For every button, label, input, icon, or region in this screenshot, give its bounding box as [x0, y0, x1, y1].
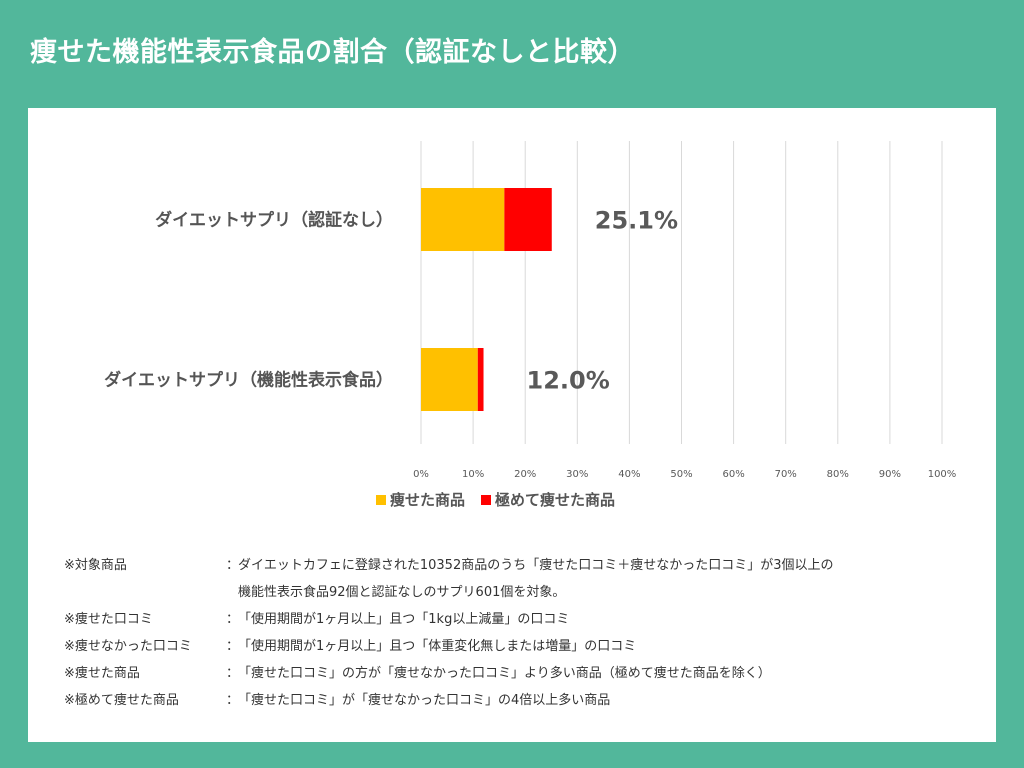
legend-swatch-very-slim	[481, 494, 492, 505]
total-value-label: 25.1%	[595, 207, 678, 235]
bar-segment-very-slim	[477, 348, 484, 411]
note-text: 「痩せた口コミ」の方が「痩せなかった口コミ」より多い商品（極めて痩せた商品を除く…	[238, 666, 771, 681]
legend-swatch-slim	[376, 494, 386, 505]
note-text: 「使用期間が1ヶ月以上」且つ「1kg以上減量」の口コミ	[238, 612, 570, 627]
x-tick-label: 30%	[566, 469, 588, 480]
x-tick-label: 40%	[618, 469, 640, 480]
x-tick-label: 80%	[827, 469, 849, 480]
note-colon: ：	[226, 666, 240, 681]
note-text: 「痩せた口コミ」が「痩せなかった口コミ」の4倍以上多い商品	[238, 693, 611, 708]
note-colon: ：	[226, 558, 240, 573]
note-key: ※対象商品	[64, 558, 127, 573]
page-title: 痩せた機能性表示食品の割合（認証なしと比較）	[30, 37, 635, 68]
category-label: ダイエットサプリ（認証なし）	[155, 210, 393, 231]
note-key: ※痩せた商品	[64, 666, 140, 681]
x-tick-label: 0%	[413, 469, 429, 480]
note-row: ※極めて痩せた商品 ： 「痩せた口コミ」が「痩せなかった口コミ」の4倍以上多い商…	[64, 685, 964, 712]
note-text: 「使用期間が1ヶ月以上」且つ「体重変化無しまたは増量」の口コミ	[238, 639, 637, 654]
note-key: ※痩せなかった口コミ	[64, 639, 192, 654]
note-row: ※痩せた口コミ ： 「使用期間が1ヶ月以上」且つ「1kg以上減量」の口コミ	[64, 604, 964, 631]
bar-segment-slim	[421, 188, 505, 251]
note-key: ※極めて痩せた商品	[64, 693, 179, 708]
x-tick-label: 50%	[670, 469, 692, 480]
x-tick-label: 20%	[514, 469, 536, 480]
bar-chart: 0% 10% 20% 30% 40% 50% 60% 70% 80% 90% 100% ダイエットサプ…	[104, 141, 957, 480]
x-tick-label: 90%	[879, 469, 901, 480]
bar-segment-very-slim	[504, 188, 552, 251]
note-colon: ：	[226, 612, 240, 627]
category-label: ダイエットサプリ（機能性表示食品）	[104, 370, 393, 391]
legend-label-slim: 痩せた商品	[390, 491, 466, 509]
note-row: ※痩せた商品 ： 「痩せた口コミ」の方が「痩せなかった口コミ」より多い商品（極め…	[64, 658, 964, 685]
total-value-label: 12.0%	[527, 367, 610, 395]
note-row: 機能性表示食品92個と認証なしのサプリ601個を対象。	[64, 577, 964, 604]
x-tick-label: 60%	[722, 469, 744, 480]
legend-item-very-slim: 極めて痩せた商品	[481, 489, 615, 510]
notes-section: ※対象商品 ： ダイエットカフェに登録された10352商品のうち「痩せた口コミ＋…	[64, 550, 964, 712]
note-colon: ：	[226, 693, 240, 708]
note-text: ダイエットカフェに登録された10352商品のうち「痩せた口コミ＋痩せなかった口コ…	[238, 558, 834, 573]
note-colon: ：	[226, 639, 240, 654]
note-key: ※痩せた口コミ	[64, 612, 153, 627]
x-tick-label: 10%	[462, 469, 484, 480]
note-text: 機能性表示食品92個と認証なしのサプリ601個を対象。	[238, 585, 566, 600]
bar-segment-slim	[421, 348, 478, 411]
note-row: ※対象商品 ： ダイエットカフェに登録された10352商品のうち「痩せた口コミ＋…	[64, 550, 964, 577]
chart-legend: 痩せた商品 極めて痩せた商品	[376, 489, 615, 510]
legend-item-slim: 痩せた商品	[376, 489, 465, 510]
legend-label-very-slim: 極めて痩せた商品	[495, 491, 616, 509]
x-tick-label: 100%	[928, 469, 957, 480]
chart-panel: 0% 10% 20% 30% 40% 50% 60% 70% 80% 90% 100% ダイエットサプ…	[28, 108, 996, 742]
note-row: ※痩せなかった口コミ ： 「使用期間が1ヶ月以上」且つ「体重変化無しまたは増量」…	[64, 631, 964, 658]
x-tick-label: 70%	[775, 469, 797, 480]
